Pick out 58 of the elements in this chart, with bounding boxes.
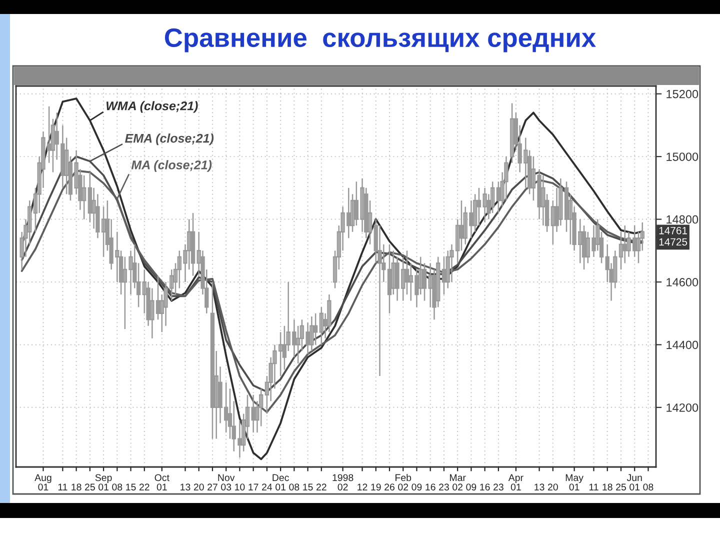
text: EMA (close;21)	[125, 134, 214, 146]
x-tick-label: 18	[602, 484, 612, 490]
x-tick-label: Oct 01	[154, 474, 170, 490]
chart-title: Сравнение скользящих средних	[164, 28, 596, 52]
candlestick	[310, 316, 314, 352]
x-tick-label: Feb 02	[396, 474, 412, 490]
annotation: 14761	[659, 226, 688, 234]
x-tick-label: 1998 02	[332, 474, 354, 490]
x-tick-label: Apr 01	[508, 474, 524, 490]
y-tick-label: 14200	[666, 403, 698, 412]
x-tick-label: Mar 02	[450, 474, 466, 490]
x-tick-label: 12	[358, 484, 368, 490]
x-tick-label: 08	[112, 484, 122, 490]
text: MA (close;21)	[131, 160, 212, 172]
candlestick	[387, 244, 392, 314]
x-tick-label: 11	[58, 484, 68, 490]
x-tick-label: 16	[480, 484, 490, 490]
series-label: WMA (close;21)	[106, 101, 198, 113]
x-tick-label: 20	[548, 484, 558, 490]
annotation: 14725	[659, 238, 688, 246]
x-tick-label: 10	[235, 484, 245, 490]
x-tick-label: 25	[85, 484, 95, 490]
x-tick-label: 22	[316, 484, 326, 490]
x-tick-label: 08	[289, 484, 300, 490]
x-tick-label: 16	[426, 484, 436, 490]
x-tick-label: 13	[534, 484, 544, 490]
y-tick-label: 14600	[666, 278, 698, 286]
y-tick-label: 15200	[666, 90, 698, 98]
x-tick-label: 13	[180, 484, 190, 490]
y-tick-label: 14800	[666, 215, 698, 224]
x-tick-label: 09	[412, 484, 422, 490]
x-tick-label: 08	[643, 484, 654, 490]
x-tick-label: 20	[194, 484, 204, 490]
y-tick-label: 14400	[666, 340, 698, 350]
x-tick-label: 23	[494, 484, 504, 490]
x-tick-label: 15	[126, 484, 136, 490]
candlestick	[319, 306, 324, 346]
x-tick-label: Jun 01	[626, 474, 642, 490]
line-series	[20, 98, 644, 460]
y-tick-label: 15000	[666, 152, 698, 161]
x-tick-label: 22	[139, 484, 150, 490]
x-tick-label: 17	[248, 484, 258, 490]
x-tick-label: 11	[589, 484, 598, 490]
x-tick-label: 25	[616, 484, 626, 490]
x-tick-label: 24	[262, 484, 272, 490]
x-tick-label: 26	[384, 484, 394, 490]
x-tick-label: Dec 01	[272, 474, 289, 490]
x-tick-label: 23	[439, 484, 449, 490]
x-tick-label: Aug 01	[34, 474, 52, 490]
x-tick-label: 19	[371, 484, 381, 490]
x-tick-label: 15	[303, 484, 313, 490]
x-tick-label: 27	[208, 484, 218, 490]
x-tick-label: Nov 03	[218, 474, 235, 490]
x-tick-label: 18	[72, 484, 82, 490]
x-tick-label: May 01	[566, 474, 584, 490]
candlestick	[190, 212, 196, 276]
x-tick-label: 09	[466, 484, 476, 490]
x-tick-label: Sep 01	[95, 474, 112, 490]
